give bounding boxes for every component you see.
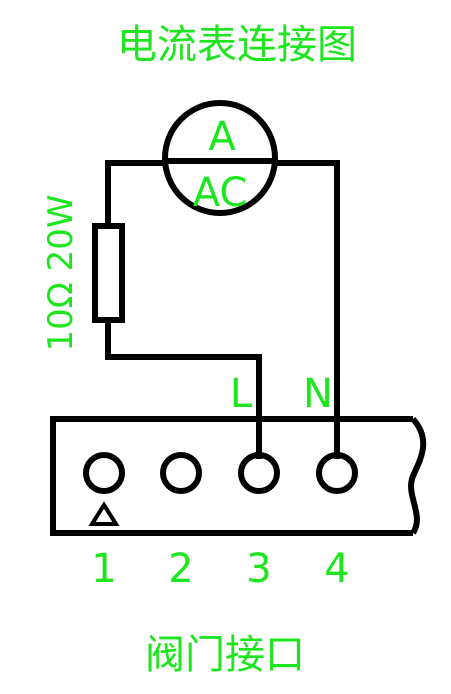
terminal-4-circle — [316, 452, 358, 494]
terminal-4-number: 4 — [324, 546, 349, 592]
terminal-1-number: 1 — [91, 546, 116, 592]
terminal-1-circle — [83, 452, 125, 494]
connector-outline — [50, 416, 413, 536]
wire-label-n: N — [303, 371, 333, 417]
connector-break-edge — [408, 416, 427, 535]
ammeter-top-label: A — [208, 114, 236, 160]
resistor: 10Ω 20W — [41, 195, 125, 352]
diagram-title: 电流表连接图 — [117, 22, 357, 68]
wire-left-top — [105, 160, 168, 229]
terminal-2-circle — [160, 452, 202, 494]
triangle-icon — [88, 501, 120, 526]
wire-label-l: L — [230, 371, 253, 417]
ammeter: A AC — [162, 100, 278, 216]
resistor-label: 10Ω 20W — [41, 195, 81, 352]
ammeter-bottom-label: AC — [193, 170, 248, 216]
valve-connector-block — [50, 416, 427, 536]
wire-right-n — [272, 160, 340, 459]
wire-left-l — [105, 317, 262, 459]
resistor-body — [92, 223, 125, 323]
terminal-2-number: 2 — [168, 546, 193, 592]
terminal-3-number: 3 — [246, 546, 271, 592]
terminal-3-circle — [238, 452, 280, 494]
connector-label: 阀门接口 — [145, 632, 305, 678]
